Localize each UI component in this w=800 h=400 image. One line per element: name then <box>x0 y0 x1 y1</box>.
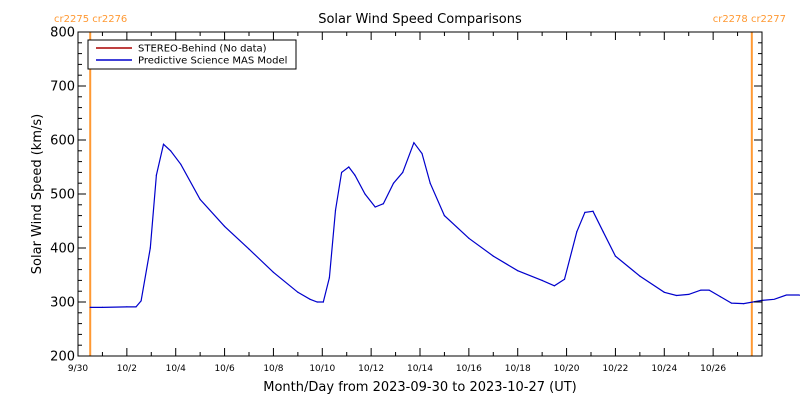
plot-frame <box>77 31 763 357</box>
chart-title: Solar Wind Speed Comparisons <box>318 12 522 27</box>
series-point <box>180 163 182 165</box>
x-tick-label: 10/24 <box>651 364 677 374</box>
y-axis-label: Solar Wind Speed (km/s) <box>30 114 45 274</box>
series-point <box>322 301 324 303</box>
series-point <box>392 182 395 184</box>
series-point <box>421 152 423 155</box>
x-tick-label: 10/26 <box>700 364 726 374</box>
series-point <box>584 211 586 213</box>
series-point <box>743 303 745 305</box>
y-axis-ticks: 200 300 400 500 600 700 800 <box>50 26 762 365</box>
series-point <box>730 302 733 304</box>
series-point <box>328 277 331 279</box>
series-point <box>675 294 678 297</box>
series-point <box>101 306 104 308</box>
legend: STEREO-Behind (No data) Predictive Scien… <box>87 39 297 70</box>
series-line-mas-model <box>90 141 800 308</box>
series-point <box>341 171 343 173</box>
x-tick-label: 10/8 <box>263 364 283 374</box>
series-point <box>553 285 555 287</box>
series-point <box>429 182 431 184</box>
x-tick-label: 10/2 <box>117 364 137 374</box>
series-point <box>402 171 404 173</box>
y-tick-label: 600 <box>50 134 75 149</box>
series-point <box>334 209 337 211</box>
legend-box <box>87 39 297 70</box>
series-point <box>708 289 710 291</box>
x-tick-label: 10/16 <box>456 364 482 374</box>
x-tick-label: 10/14 <box>407 364 433 374</box>
x-tick-label: 10/18 <box>505 364 531 374</box>
series-point <box>155 174 157 176</box>
x-tick-label: 10/20 <box>554 364 580 374</box>
y-tick-label: 500 <box>50 188 75 203</box>
series-layer <box>89 141 800 308</box>
y-tick-label: 800 <box>50 26 75 41</box>
y-tick-label: 300 <box>50 296 75 311</box>
y-tick-label: 400 <box>50 242 75 257</box>
series-point <box>719 296 721 298</box>
series-point <box>348 166 350 168</box>
series-point <box>663 291 665 293</box>
x-tick-label: 9/30 <box>68 364 88 374</box>
series-point <box>576 231 578 233</box>
series-point <box>688 293 690 296</box>
series-point <box>297 291 299 293</box>
series-point <box>443 215 446 217</box>
series-point <box>468 237 470 239</box>
series-point <box>639 275 641 277</box>
series-point <box>541 279 543 281</box>
series-point <box>563 278 566 280</box>
series-point <box>149 247 151 249</box>
legend-label-model: Predictive Science MAS Model <box>138 56 287 67</box>
x-tick-label: 10/10 <box>309 364 335 374</box>
x-tick-label: 10/12 <box>358 364 384 374</box>
series-point <box>89 306 91 308</box>
carrington-boundaries <box>89 32 753 356</box>
series-point <box>517 270 519 272</box>
series-point <box>492 255 494 257</box>
series-point <box>309 298 311 300</box>
series-point <box>614 255 617 257</box>
x-tick-label: 10/4 <box>166 364 186 374</box>
series-point <box>364 193 366 195</box>
series-point <box>248 248 250 250</box>
series-point <box>170 150 172 152</box>
x-axis-label: Month/Day from 2023-09-30 to 2023-10-27 … <box>263 380 576 395</box>
series-point <box>602 231 604 233</box>
x-tick-label: 10/6 <box>214 364 234 374</box>
series-point <box>162 143 165 145</box>
series-point <box>135 306 137 308</box>
series-point <box>140 300 142 302</box>
series-point <box>316 301 318 303</box>
y-tick-label: 700 <box>50 80 75 95</box>
legend-label-stereo: STEREO-Behind (No data) <box>138 44 267 55</box>
series-point <box>354 174 356 176</box>
carrington-left-label: cr2275 cr2276 <box>54 14 127 25</box>
series-point <box>382 203 384 205</box>
series-point <box>126 306 128 308</box>
series-point <box>374 206 376 208</box>
series-point <box>700 289 702 291</box>
series-point <box>413 142 415 144</box>
x-tick-label: 10/22 <box>602 364 628 374</box>
y-tick-label: 200 <box>50 350 75 365</box>
series-point <box>272 271 275 273</box>
series-point <box>223 225 226 227</box>
x-axis-ticks: 9/30 10/2 10/4 10/6 10/8 10/10 10/12 10/14 10/16… <box>68 32 739 374</box>
series-point <box>199 198 201 200</box>
series-point <box>592 210 594 212</box>
carrington-right-label: cr2278 cr2277 <box>713 14 786 25</box>
